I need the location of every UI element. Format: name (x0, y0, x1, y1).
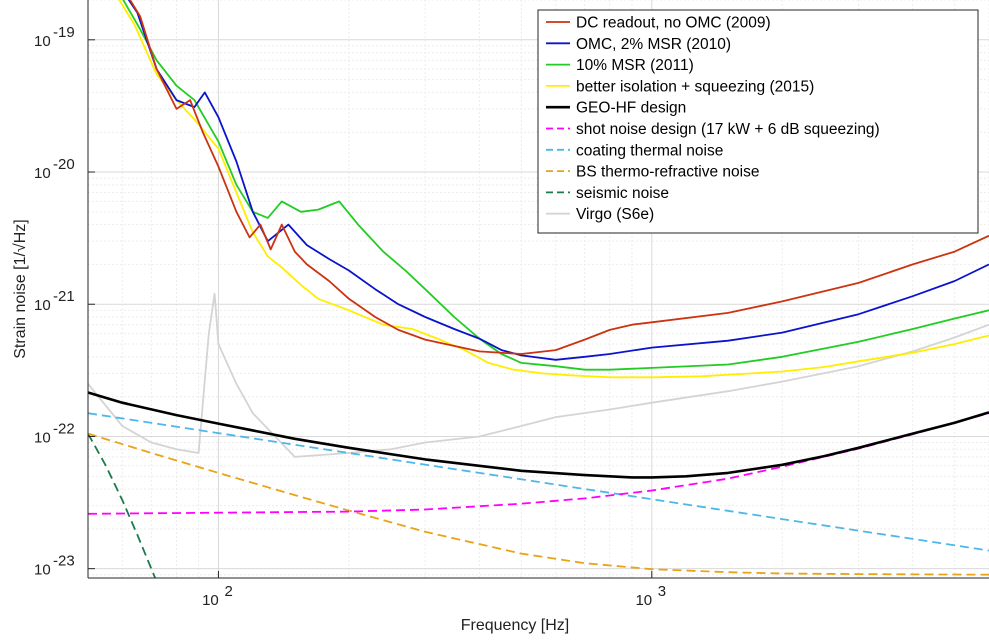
y-tick-exponent: -21 (53, 288, 75, 305)
series-line-bs-thermo-refractive-noise (88, 432, 989, 576)
legend-entry-label: Virgo (S6e) (576, 206, 654, 223)
legend-entry-label: GEO-HF design (576, 100, 686, 117)
x-axis-label: Frequency [Hz] (461, 617, 569, 634)
y-tick-label: 10 (34, 562, 51, 579)
legend-entry-label: shot noise design (17 kW + 6 dB squeezin… (576, 121, 880, 138)
y-tick-label: 10 (34, 33, 51, 50)
legend-entry-label: 10% MSR (2011) (576, 57, 694, 74)
x-tick-exponent: 2 (224, 583, 232, 600)
legend-box (537, 9, 979, 234)
legend-entry-label: better isolation + squeezing (2015) (576, 78, 814, 95)
legend: DC readout, no OMC (2009) OMC, 2% MSR (20… (537, 9, 979, 234)
series-line-10-msr-2011 (122, 0, 989, 371)
series-layer (88, 0, 989, 578)
series-line-dc-readout-no-omc-2009 (129, 0, 989, 355)
x-tick-label: 10 (202, 592, 219, 609)
series-line-better-isolation-squeezing-2015 (118, 0, 989, 379)
y-tick-label: 10 (34, 165, 51, 182)
legend-entry-label: DC readout, no OMC (2009) (576, 15, 771, 32)
tick-marks (88, 39, 653, 578)
legend-entry-label: OMC, 2% MSR (2010) (576, 36, 731, 53)
x-tick-exponent: 3 (658, 583, 666, 600)
y-tick-label: 10 (34, 297, 51, 314)
legend-entry-label: coating thermal noise (576, 142, 723, 159)
y-tick-label: 10 (34, 429, 51, 446)
y-tick-exponent: -23 (53, 553, 75, 570)
y-tick-exponent: -20 (53, 156, 75, 173)
series-line-omc-2-msr-2010 (127, 0, 989, 361)
series-line-virgo-s6e (88, 292, 989, 458)
x-tick-label: 10 (635, 592, 652, 609)
legend-entry-label: BS thermo-refractive noise (576, 164, 760, 181)
y-axis-label: Strain noise [1/√Hz] (12, 219, 29, 359)
series-line-coating-thermal-noise (88, 412, 989, 552)
legend-entry-label: seismic noise (576, 185, 669, 202)
series-line-seismic-noise (88, 433, 157, 578)
y-tick-exponent: -19 (53, 24, 75, 41)
minor-grid (87, 0, 989, 578)
series-line-geo-hf-design (88, 391, 989, 479)
y-tick-exponent: -22 (53, 420, 75, 437)
